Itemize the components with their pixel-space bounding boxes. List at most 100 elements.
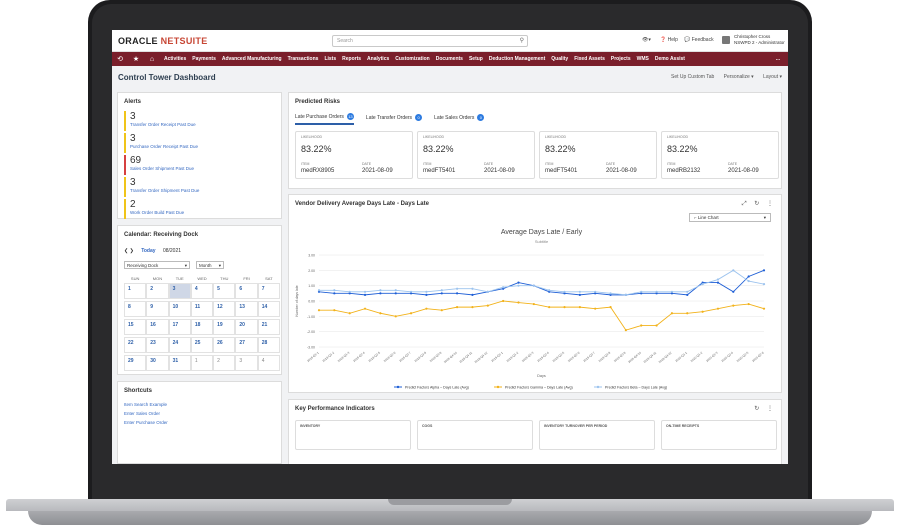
calendar-day[interactable]: 3 <box>235 355 258 371</box>
calendar-day[interactable]: 9 <box>146 301 169 317</box>
next-month-button[interactable]: ❯ <box>129 248 134 254</box>
calendar-day[interactable]: 27 <box>235 337 258 353</box>
calendar-day[interactable]: 23 <box>146 337 169 353</box>
layout-menu[interactable]: Layout ▾ <box>763 74 782 80</box>
calendar-day[interactable]: 3 <box>168 283 191 299</box>
kpi-box[interactable]: ON-TIME RECEIPTS <box>661 420 777 450</box>
risk-card[interactable]: LIKELIHOOD 83.22% ITEM medRB2132 DATE 2021-… <box>661 131 779 179</box>
personalize-menu[interactable]: Personalize ▾ <box>723 74 754 80</box>
global-search-input[interactable]: Search ⚲ <box>332 35 528 47</box>
risk-card[interactable]: LIKELIHOOD 83.22% ITEM medFT5401 DATE 2021-… <box>539 131 657 179</box>
calendar-day[interactable]: 2 <box>146 283 169 299</box>
calendar-day[interactable]: 13 <box>235 301 258 317</box>
tab-late-purchase-orders[interactable]: Late Purchase Orders 13 <box>295 113 354 125</box>
calendar-day[interactable]: 17 <box>168 319 191 335</box>
calendar-day[interactable]: 21 <box>257 319 280 335</box>
setup-custom-tab-link[interactable]: Set Up Custom Tab <box>671 74 715 80</box>
nav-setup[interactable]: Setup <box>468 56 483 62</box>
kpi-box[interactable]: INVENTORY <box>295 420 411 450</box>
data-point <box>502 286 505 289</box>
nav-reports[interactable]: Reports <box>342 56 362 62</box>
calendar-day[interactable]: 7 <box>257 283 280 299</box>
refresh-icon[interactable]: ↻ <box>754 406 760 412</box>
calendar-day[interactable]: 11 <box>190 301 214 317</box>
calendar-day[interactable]: 31 <box>168 355 191 371</box>
nav-transactions[interactable]: Transactions <box>287 56 319 62</box>
star-icon[interactable]: ★ <box>132 56 140 63</box>
calendar-day[interactable]: 1 <box>190 355 214 371</box>
calendar-day[interactable]: 5 <box>213 283 236 299</box>
calendar-day[interactable]: 28 <box>257 337 280 353</box>
calendar-day[interactable]: 29 <box>124 355 147 371</box>
nav-deduction-management[interactable]: Deduction Management <box>488 56 546 62</box>
alert-item[interactable]: 69 Sales Order Shipment Past Due <box>124 155 194 175</box>
nav-more[interactable]: ... <box>775 56 780 62</box>
tab-late-transfer-orders[interactable]: Late Transfer Orders 0 <box>366 113 423 125</box>
kpi-box[interactable]: INVENTORY TURNOVER PER PERIOD <box>539 420 655 450</box>
calendar-day[interactable]: 12 <box>213 301 236 317</box>
calendar-day[interactable]: 15 <box>124 319 147 335</box>
prev-month-button[interactable]: ❮ <box>124 248 129 254</box>
home-icon[interactable]: ⌂ <box>149 55 155 63</box>
recent-icon[interactable]: ⟲ <box>117 56 123 63</box>
logo[interactable]: ORACLE NETSUITE <box>118 36 208 46</box>
user-menu[interactable]: Christopher Cross NSWPD 2 - Administrato… <box>734 34 785 45</box>
nav-wms[interactable]: WMS <box>636 56 649 62</box>
tab-late-sales-orders[interactable]: Late Sales Orders 0 <box>434 113 485 125</box>
risk-card[interactable]: LIKELIHOOD 83.22% ITEM medFT5401 DATE 2021-… <box>417 131 535 179</box>
calendar-filter-select[interactable]: Receiving Dock ▾ <box>124 261 190 269</box>
more-icon[interactable]: ⋮ <box>767 201 773 207</box>
nav-analytics[interactable]: Analytics <box>367 56 390 62</box>
search-icon[interactable]: ⚲ <box>519 38 524 44</box>
feedback-link[interactable]: 💬 Feedback <box>684 37 714 43</box>
data-point <box>394 292 397 295</box>
alert-item[interactable]: 2 Work Order Build Past Due <box>124 199 184 219</box>
nav-documents[interactable]: Documents <box>435 56 463 62</box>
calendar-day[interactable]: 4 <box>257 355 280 371</box>
help-link[interactable]: ❓ Help <box>660 37 678 43</box>
calendar-day[interactable]: 16 <box>146 319 169 335</box>
calendar-view-select[interactable]: Month ▾ <box>196 261 224 269</box>
calendar-day[interactable]: 24 <box>168 337 191 353</box>
alert-item[interactable]: 3 Transfer Order Shipment Past Due <box>124 177 199 197</box>
more-icon[interactable]: ⋮ <box>767 406 773 412</box>
data-point <box>517 284 520 287</box>
calendar-day[interactable]: 4 <box>190 283 214 299</box>
alert-item[interactable]: 3 Purchase Order Receipt Past Due <box>124 133 198 153</box>
calendar-day[interactable]: 10 <box>168 301 191 317</box>
nav-activities[interactable]: Activities <box>164 56 187 62</box>
alert-item[interactable]: 3 Transfer Order Receipt Past Due <box>124 111 196 131</box>
refresh-icon[interactable]: ↻ <box>754 201 760 207</box>
calendar-day[interactable]: 22 <box>124 337 147 353</box>
nav-customization[interactable]: Customization <box>395 56 430 62</box>
nav-payments[interactable]: Payments <box>192 56 216 62</box>
recent-records-icon[interactable]: 👁▾ <box>642 37 651 43</box>
nav-advanced-manufacturing[interactable]: Advanced Manufacturing <box>221 56 282 62</box>
calendar-day[interactable]: 14 <box>257 301 280 317</box>
nav-projects[interactable]: Projects <box>610 56 631 62</box>
calendar-day[interactable]: 20 <box>235 319 258 335</box>
calendar-day[interactable]: 2 <box>213 355 236 371</box>
calendar-day[interactable]: 26 <box>213 337 236 353</box>
data-point <box>655 292 658 295</box>
nav-lists[interactable]: Lists <box>324 56 337 62</box>
shortcut-link[interactable]: Enter Purchase Order <box>124 420 168 425</box>
nav-demo-assist[interactable]: Demo Assist <box>654 56 685 62</box>
chart-type-select[interactable]: ⌐ Line Chart ▾ <box>689 213 771 222</box>
calendar-day[interactable]: 6 <box>235 283 258 299</box>
risk-card[interactable]: LIKELIHOOD 83.22% ITEM medRX8905 DATE 2021-… <box>295 131 413 179</box>
kpi-box[interactable]: COGS <box>417 420 533 450</box>
calendar-day[interactable]: 25 <box>190 337 214 353</box>
avatar[interactable] <box>722 36 730 44</box>
calendar-day[interactable]: 8 <box>124 301 147 317</box>
calendar-day[interactable]: 19 <box>213 319 236 335</box>
today-button[interactable]: Today <box>141 248 156 254</box>
shortcut-link[interactable]: Enter Sales Order <box>124 411 161 416</box>
calendar-day[interactable]: 30 <box>146 355 169 371</box>
shortcut-link[interactable]: Item Search Example <box>124 402 168 407</box>
expand-icon[interactable]: ⤢ <box>741 201 747 207</box>
nav-quality[interactable]: Quality <box>551 56 569 62</box>
calendar-day[interactable]: 1 <box>124 283 147 299</box>
calendar-day[interactable]: 18 <box>190 319 214 335</box>
nav-fixed-assets[interactable]: Fixed Assets <box>574 56 605 62</box>
